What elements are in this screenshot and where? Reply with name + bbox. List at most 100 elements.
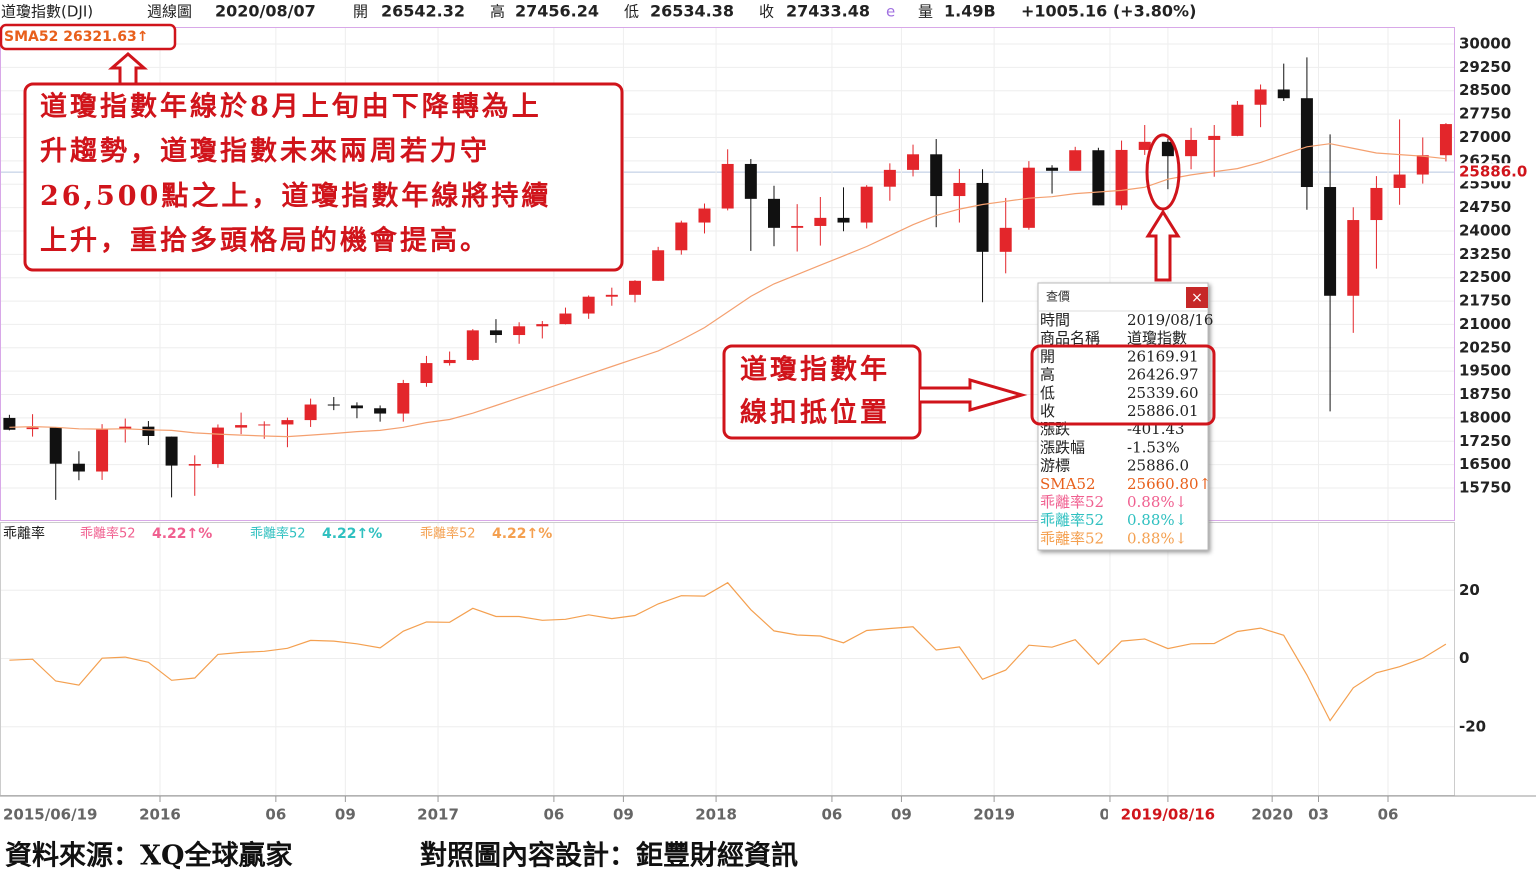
tooltip-label: 乖離率52 [1040, 493, 1104, 511]
x-tick-label: 2017 [417, 806, 459, 824]
tooltip-title: 查價 [1046, 290, 1070, 304]
candle-body [1277, 89, 1290, 99]
legend-value: 4.22↑% [492, 526, 552, 542]
tooltip-label: 商品名稱 [1040, 329, 1100, 347]
y-tick-label: 27750 [1459, 105, 1511, 123]
tooltip-label: 收 [1040, 402, 1055, 420]
candle-body [1370, 187, 1383, 221]
candle-body [1161, 141, 1174, 157]
y-tick-label: 24000 [1459, 221, 1511, 239]
tooltip-value: 0.88%↓ [1127, 529, 1187, 547]
candle-body [652, 250, 665, 281]
x-tick-label: 2016 [139, 806, 181, 824]
y-tick-label: 16500 [1459, 455, 1511, 473]
annotation-text: 線扣抵位置 [740, 397, 890, 429]
x-tick-label: 09 [891, 806, 912, 824]
legend-name: 乖離率52 [420, 526, 476, 542]
candle-body [96, 428, 109, 472]
candle-body [907, 154, 920, 170]
candle-body [142, 426, 155, 436]
annotation-text: 升趨勢，道瓊指數未來兩周若力守 [40, 135, 490, 167]
value: 26534.38 [650, 2, 734, 21]
x-tick-label: 2019 [973, 806, 1015, 824]
candle-body [814, 217, 827, 226]
x-tick-label: 2020 [1251, 806, 1293, 824]
y-tick-label: 28500 [1459, 81, 1511, 99]
candle-body [165, 436, 178, 466]
candle-body [1393, 174, 1406, 188]
y-tick-label: 24750 [1459, 198, 1511, 216]
legend-name: 乖離率52 [80, 526, 136, 542]
candle-body [744, 163, 757, 199]
value: 26542.32 [381, 2, 465, 21]
candle-body [1324, 187, 1337, 296]
highlight-box [1030, 344, 1216, 426]
candle-body [1115, 149, 1128, 206]
candle-body [953, 182, 966, 197]
candle-body [466, 330, 479, 360]
candle-body [397, 383, 410, 414]
value: 1.49B [944, 2, 996, 21]
label: 收 [759, 3, 774, 21]
y-tick-label: 18750 [1459, 385, 1511, 403]
tooltip-label: 游標 [1040, 457, 1070, 475]
tick-label-bg [1107, 805, 1228, 825]
tooltip-label: 開 [1040, 347, 1055, 365]
candle-body [721, 163, 734, 209]
tooltip-value: 0.88%↓ [1127, 493, 1187, 511]
value: 27433.48 [786, 2, 870, 21]
tooltip-value: 25660.80↑ [1127, 475, 1211, 493]
tooltip-value: 25886.01 [1127, 402, 1199, 420]
candle-body [304, 404, 317, 421]
y-tick-label: 29250 [1459, 58, 1511, 76]
y-tick-label: 20250 [1459, 338, 1511, 356]
candle-body [1347, 220, 1360, 296]
value: 27456.24 [515, 2, 599, 21]
y-tick-label: 15750 [1459, 479, 1511, 497]
price-panel [0, 27, 1455, 521]
y-tick-label: 27000 [1459, 128, 1511, 146]
label: 開 [353, 3, 368, 21]
legend-value: 4.22↑% [322, 526, 382, 542]
candle-body [235, 425, 248, 428]
candle-body [976, 182, 989, 252]
candle-body [675, 222, 688, 251]
annotation-text: 道瓊指數年線於8月上旬由下降轉為上 [40, 91, 542, 123]
tooltip-label: 時間 [1040, 311, 1070, 329]
x-tick-label: 2019/08/16 [1121, 806, 1215, 824]
candle-body [559, 313, 572, 325]
candle-body [1069, 150, 1082, 171]
annotation-text: 道瓊指數年 [740, 354, 890, 386]
candle-body [1092, 150, 1105, 206]
label: 高 [490, 3, 505, 21]
candle-body [350, 405, 363, 409]
sma-label-box [0, 23, 177, 51]
candle-body [72, 463, 85, 472]
tooltip-label: 乖離率52 [1040, 511, 1104, 529]
close-icon[interactable]: × [1191, 290, 1203, 306]
candle-body [1208, 135, 1221, 140]
candle-body [930, 154, 943, 197]
label: 量 [918, 3, 933, 21]
tooltip-value: 26169.91 [1127, 347, 1199, 365]
flag: e [886, 3, 895, 21]
candle-body [1254, 89, 1267, 105]
arrow [920, 378, 1028, 412]
candle-body [3, 417, 16, 430]
y-tick-label: 21000 [1459, 315, 1511, 333]
annotation-box [23, 82, 624, 272]
cursor-label-bg [1455, 163, 1536, 182]
legend-name: 乖離率52 [250, 526, 306, 542]
y-tick-label: 23250 [1459, 245, 1511, 263]
candle-body [211, 427, 224, 465]
change: +1005.16 (+3.80%) [1021, 2, 1196, 21]
annotation-text: 26,500點之上，道瓊指數年線將持續 [40, 180, 551, 212]
candle-body [698, 208, 711, 223]
candle-body [281, 420, 294, 425]
close-button[interactable] [1186, 287, 1208, 308]
x-tick-label: 06 [821, 806, 842, 824]
tooltip-value: 2019/08/16 [1127, 311, 1213, 329]
period: 週線圖 [147, 3, 192, 21]
